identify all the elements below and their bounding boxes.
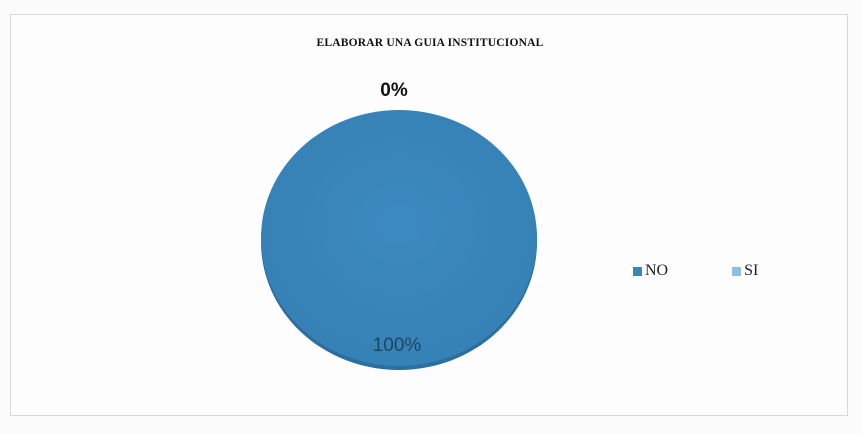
legend-swatch-no	[633, 266, 642, 276]
chart-title: ELABORAR UNA GUIA INSTITUCIONAL	[316, 37, 544, 49]
data-label-no: 100%	[373, 335, 422, 356]
legend-item-no: NO	[633, 262, 668, 280]
pie-data-labels: 100% 0%	[373, 80, 422, 356]
legend-swatch-si	[732, 266, 742, 276]
pie-slices	[261, 110, 537, 370]
pie-slice-no	[261, 110, 537, 366]
legend-label-si: SI	[744, 262, 759, 279]
legend-item-si: SI	[732, 262, 758, 280]
legend-label-no: NO	[645, 262, 669, 279]
legend: NO SI	[633, 262, 758, 280]
data-label-si: 0%	[380, 80, 408, 101]
